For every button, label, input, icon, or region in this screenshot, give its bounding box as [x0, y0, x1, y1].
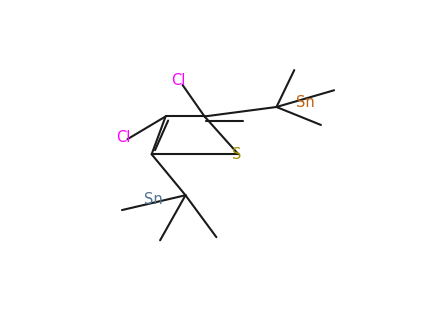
Text: Sn: Sn [144, 192, 163, 207]
Text: Cl: Cl [171, 73, 185, 88]
Text: Sn: Sn [296, 95, 315, 110]
Text: Cl: Cl [116, 130, 130, 145]
Text: S: S [232, 147, 241, 162]
